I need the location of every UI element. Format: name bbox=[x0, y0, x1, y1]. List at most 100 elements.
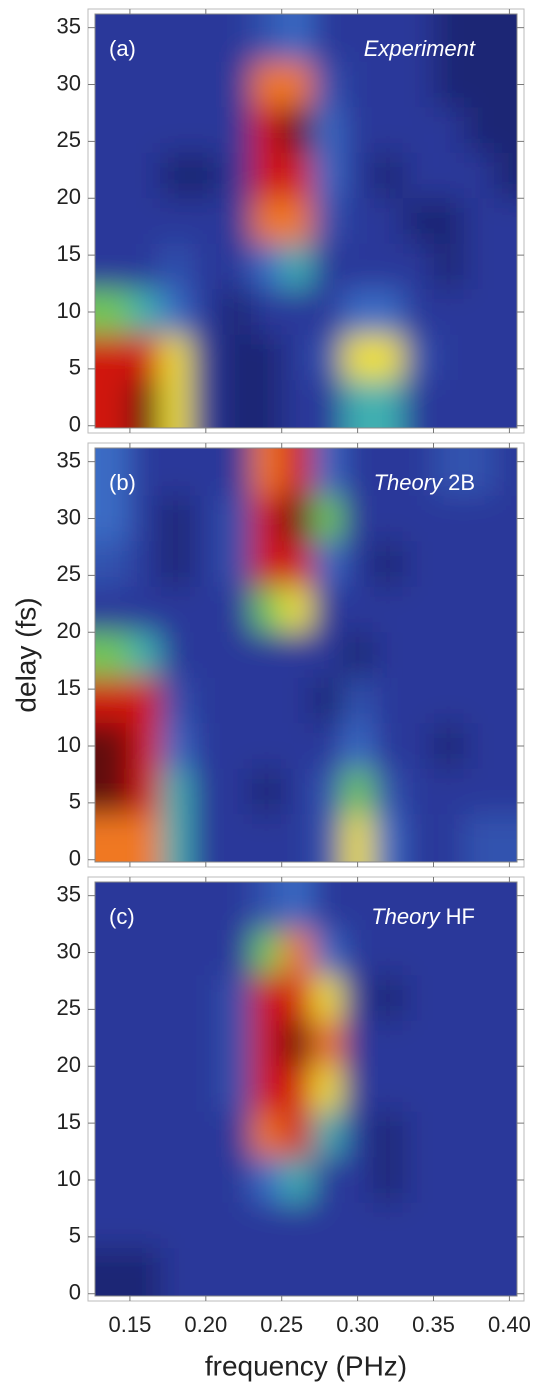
heat-cell bbox=[190, 1066, 222, 1113]
heat-cell bbox=[129, 495, 161, 542]
heat-cell bbox=[433, 289, 465, 336]
heat-cell bbox=[281, 495, 313, 542]
heat-cell bbox=[220, 495, 252, 542]
heat-cell bbox=[403, 152, 435, 199]
heat-cell bbox=[190, 882, 222, 931]
heat-cell bbox=[403, 61, 435, 108]
heat-cell bbox=[129, 14, 161, 63]
heat-cell bbox=[433, 380, 465, 428]
heat-cell bbox=[95, 152, 131, 199]
heat-cell bbox=[220, 152, 252, 199]
y-tick-label: 25 bbox=[57, 127, 81, 152]
heat-cell bbox=[494, 723, 517, 770]
heat-cell bbox=[372, 380, 404, 428]
heat-cell bbox=[403, 243, 435, 290]
heat-cell bbox=[190, 677, 222, 724]
heat-cell bbox=[95, 814, 131, 862]
heat-cell bbox=[220, 14, 252, 63]
heat-cell bbox=[160, 1202, 192, 1249]
heat-cell bbox=[281, 1248, 313, 1296]
heat-cell bbox=[160, 289, 192, 336]
heat-cell bbox=[129, 107, 161, 154]
heat-cell bbox=[463, 1248, 495, 1296]
heat-cell bbox=[372, 495, 404, 542]
heat-cell bbox=[160, 882, 192, 931]
heat-cell bbox=[190, 334, 222, 381]
y-tick-label: 5 bbox=[69, 789, 81, 814]
heat-cell bbox=[220, 929, 252, 976]
annotation-part: HF bbox=[446, 904, 475, 929]
heat-cell bbox=[403, 929, 435, 976]
heat-cell bbox=[251, 1157, 283, 1204]
heat-cell bbox=[433, 1111, 465, 1158]
heat-cell bbox=[312, 198, 343, 245]
heat-cell bbox=[129, 243, 161, 290]
heat-cell bbox=[95, 14, 131, 63]
y-tick-label: 10 bbox=[57, 732, 81, 757]
heat-cell bbox=[220, 975, 252, 1022]
outer-frame bbox=[87, 442, 525, 868]
annotation-part: Experiment bbox=[364, 36, 476, 61]
heat-cell bbox=[433, 929, 465, 976]
heat-cell bbox=[129, 1202, 161, 1249]
heat-cell bbox=[129, 541, 161, 588]
y-tick-label: 20 bbox=[57, 184, 81, 209]
heat-cell bbox=[403, 677, 435, 724]
heat-cell bbox=[463, 1111, 495, 1158]
heat-cell bbox=[190, 586, 222, 633]
heat-cell bbox=[372, 1248, 404, 1296]
heat-cell bbox=[129, 1066, 161, 1113]
heat-cell bbox=[220, 448, 252, 497]
heat-cell bbox=[372, 1202, 404, 1249]
heat-cell bbox=[342, 198, 374, 245]
panel-label: (b) bbox=[109, 470, 136, 495]
plot-frame bbox=[94, 13, 518, 429]
heat-cell bbox=[342, 152, 374, 199]
heat-cell bbox=[372, 1157, 404, 1204]
heat-cell bbox=[494, 541, 517, 588]
heatmap bbox=[95, 448, 517, 862]
heat-cell bbox=[433, 107, 465, 154]
heat-cell bbox=[95, 380, 131, 428]
heat-cell bbox=[160, 975, 192, 1022]
heat-cell bbox=[494, 1202, 517, 1249]
heat-cell bbox=[160, 1066, 192, 1113]
y-axis-label: delay (fs) bbox=[10, 597, 41, 712]
heat-cell bbox=[494, 632, 517, 679]
heat-cell bbox=[403, 380, 435, 428]
heat-cell bbox=[160, 632, 192, 679]
heat-cell bbox=[312, 929, 343, 976]
heat-cell bbox=[220, 541, 252, 588]
heat-cell bbox=[220, 586, 252, 633]
heat-cell bbox=[251, 1202, 283, 1249]
heat-cell bbox=[251, 677, 283, 724]
heat-cell bbox=[281, 61, 313, 108]
y-tick-label: 15 bbox=[57, 1109, 81, 1134]
heat-cell bbox=[251, 1248, 283, 1296]
panel-label: (c) bbox=[109, 904, 135, 929]
heat-cell bbox=[463, 198, 495, 245]
heat-cell bbox=[251, 152, 283, 199]
heat-cell bbox=[95, 1066, 131, 1113]
heat-cell bbox=[372, 448, 404, 497]
heat-cell bbox=[160, 152, 192, 199]
heat-cell bbox=[312, 1202, 343, 1249]
heat-cell bbox=[160, 768, 192, 815]
heat-cell bbox=[372, 632, 404, 679]
heat-cell bbox=[251, 929, 283, 976]
heat-cell bbox=[372, 198, 404, 245]
heat-cell bbox=[190, 1157, 222, 1204]
heat-cell bbox=[220, 198, 252, 245]
heat-cell bbox=[372, 289, 404, 336]
heat-cell bbox=[433, 882, 465, 931]
heat-cell bbox=[190, 198, 222, 245]
heat-cell bbox=[342, 1111, 374, 1158]
heat-cell bbox=[190, 975, 222, 1022]
heat-cell bbox=[220, 1248, 252, 1296]
heat-cell bbox=[281, 1157, 313, 1204]
heat-cell bbox=[312, 586, 343, 633]
heat-cell bbox=[251, 495, 283, 542]
heat-cell bbox=[463, 495, 495, 542]
y-tick-label: 30 bbox=[57, 70, 81, 95]
heat-cell bbox=[129, 677, 161, 724]
